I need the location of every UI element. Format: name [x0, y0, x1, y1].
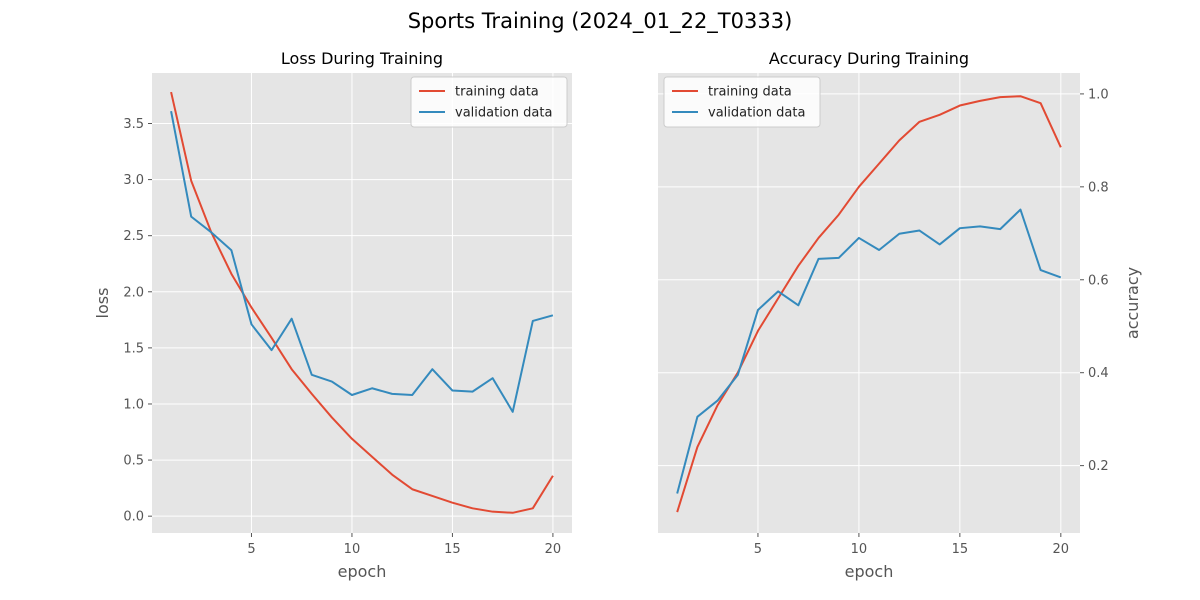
chart-loss: 5 10 15 20 0.0 0.5 1.0 1.5 2.0 2.5 3.0 3.5 Loss Duri… [93, 49, 572, 581]
loss-ytick-label: 3.0 [123, 173, 144, 188]
accuracy-series-validation-line [676, 208, 1062, 494]
accuracy-legend-box [663, 76, 821, 128]
loss-legend-box [410, 76, 568, 128]
accuracy-legend-label-training: training data [708, 85, 792, 100]
loss-xtick-label: 10 [344, 542, 361, 557]
loss-series-training-line [170, 91, 554, 514]
loss-legend-label-validation: validation data [455, 106, 552, 121]
loss-legend-label-training: training data [455, 85, 539, 100]
accuracy-xtick-label: 5 [754, 542, 762, 557]
accuracy-ytick-label: 0.6 [1088, 273, 1109, 288]
accuracy-ytick-label: 0.4 [1088, 366, 1109, 381]
accuracy-ytick-label: 1.0 [1088, 87, 1109, 102]
loss-ytick-label: 2.0 [123, 285, 144, 300]
loss-ytick-label: 0.5 [123, 454, 144, 469]
loss-chart-title: Loss During Training [281, 49, 443, 68]
accuracy-legend: training data validation data [663, 76, 821, 128]
loss-ytick-label: 1.0 [123, 397, 144, 412]
loss-xtick-label: 5 [247, 542, 255, 557]
accuracy-ytick-label: 0.8 [1088, 180, 1109, 195]
loss-plot-area [152, 73, 572, 533]
loss-ytick-label: 1.5 [123, 341, 144, 356]
accuracy-chart-title: Accuracy During Training [769, 49, 969, 68]
accuracy-ylabel: accuracy [1123, 267, 1142, 339]
accuracy-xtick-label: 15 [952, 542, 969, 557]
loss-series-validation-line [170, 110, 554, 413]
accuracy-plot-area [658, 73, 1080, 533]
accuracy-legend-label-validation: validation data [708, 106, 805, 121]
loss-xtick-label: 20 [545, 542, 562, 557]
accuracy-xtick-label: 10 [851, 542, 868, 557]
accuracy-ytick-label: 0.2 [1088, 459, 1109, 474]
loss-xtick-label: 15 [444, 542, 461, 557]
figure-title: Sports Training (2024_01_22_T0333) [408, 9, 793, 34]
loss-ytick-label: 0.0 [123, 510, 144, 525]
loss-ylabel: loss [93, 288, 112, 319]
loss-xlabel: epoch [338, 562, 387, 581]
loss-legend: training data validation data [410, 76, 568, 128]
loss-ytick-label: 2.5 [123, 229, 144, 244]
chart-accuracy: 5 10 15 20 0.2 0.4 0.6 0.8 1.0 Accuracy During Tr… [658, 49, 1142, 581]
accuracy-xlabel: epoch [845, 562, 894, 581]
accuracy-xtick-label: 20 [1053, 542, 1070, 557]
loss-ytick-label: 3.5 [123, 117, 144, 132]
